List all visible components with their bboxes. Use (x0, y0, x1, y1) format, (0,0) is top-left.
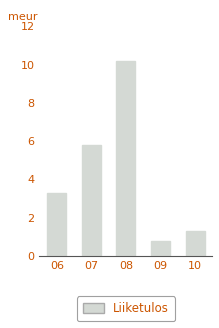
Legend: Liiketulos: Liiketulos (77, 296, 175, 321)
Bar (185, 231, 205, 256)
Bar (82, 145, 101, 256)
Bar (47, 193, 66, 256)
Bar (117, 61, 135, 256)
Text: meur: meur (8, 12, 38, 22)
Bar (151, 241, 170, 256)
